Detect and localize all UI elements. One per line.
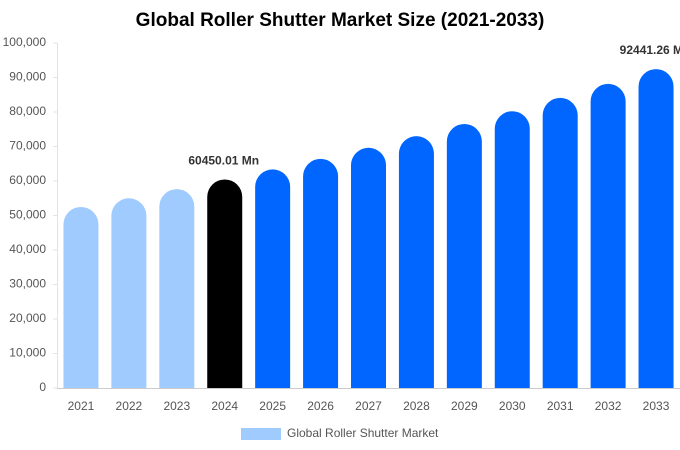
x-tick-label: 2029 — [451, 399, 478, 413]
y-tick-label: 60,000 — [9, 173, 46, 187]
x-tick-label: 2030 — [499, 399, 526, 413]
x-tick-label: 2028 — [403, 399, 430, 413]
y-tick-label: 30,000 — [9, 277, 46, 291]
x-tick-label: 2033 — [643, 399, 670, 413]
x-tick-label: 2022 — [116, 399, 143, 413]
y-tick-label: 70,000 — [9, 139, 46, 153]
x-tick-label: 2023 — [163, 399, 190, 413]
x-tick-label: 2024 — [211, 399, 238, 413]
bar — [446, 123, 482, 388]
x-tick-label: 2021 — [68, 399, 95, 413]
legend-swatch — [241, 428, 281, 440]
y-tick-label: 100,000 — [3, 35, 47, 49]
y-tick-label: 50,000 — [9, 208, 46, 222]
bar — [638, 69, 674, 389]
bar — [111, 198, 147, 388]
bar — [159, 189, 195, 388]
y-tick-label: 10,000 — [9, 346, 46, 360]
bar — [207, 179, 243, 388]
bar — [494, 111, 530, 389]
y-tick-label: 40,000 — [9, 242, 46, 256]
y-tick-label: 0 — [39, 380, 46, 394]
x-tick-label: 2026 — [307, 399, 334, 413]
bar — [255, 169, 291, 388]
bar — [542, 97, 578, 388]
bar — [398, 136, 434, 388]
y-tick-label: 20,000 — [9, 311, 46, 325]
x-tick-label: 2032 — [595, 399, 622, 413]
legend-label: Global Roller Shutter Market — [287, 426, 439, 440]
y-tick-label: 80,000 — [9, 104, 46, 118]
bar — [590, 83, 626, 388]
x-tick-label: 2025 — [259, 399, 286, 413]
chart-title: Global Roller Shutter Market Size (2021-… — [136, 10, 545, 31]
bar — [63, 206, 99, 388]
value-label: 60450.01 Mn — [188, 154, 259, 168]
y-tick-label: 90,000 — [9, 70, 46, 84]
value-label: 92441.26 Mn — [620, 43, 680, 57]
bar — [303, 158, 339, 388]
x-tick-label: 2031 — [547, 399, 574, 413]
bar — [351, 147, 386, 388]
x-tick-label: 2027 — [355, 399, 382, 413]
